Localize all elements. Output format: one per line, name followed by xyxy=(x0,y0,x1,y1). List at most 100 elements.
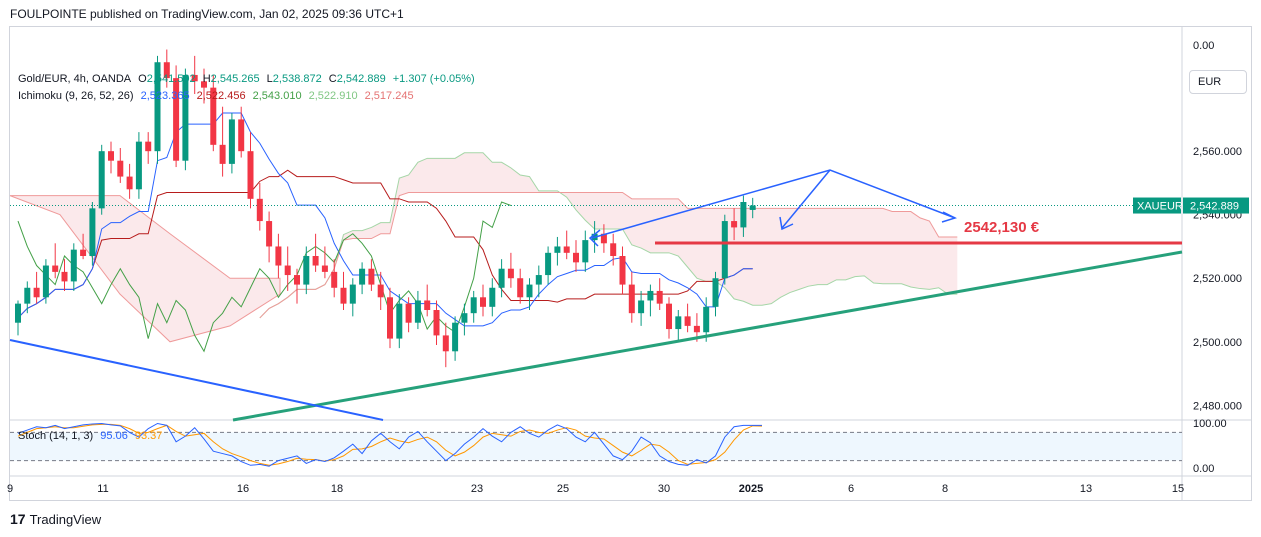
time-tick-label: 23 xyxy=(471,483,483,495)
candle-body xyxy=(703,306,710,333)
stoch-d-line xyxy=(17,423,763,466)
candle-body xyxy=(70,249,77,282)
time-tick-label: 30 xyxy=(658,483,670,495)
candle-body xyxy=(507,268,514,279)
candle-body xyxy=(517,278,524,298)
last-price-tag: 2,542.889 xyxy=(1190,201,1239,213)
candle-body xyxy=(145,141,152,152)
candle-body xyxy=(163,62,170,79)
candle-body xyxy=(108,151,114,161)
arrow-head-left-icon xyxy=(588,229,601,247)
symbol-legend: Gold/EUR, 4h, OANDA O2,541.502 H2,545.26… xyxy=(18,73,479,85)
candle-body xyxy=(535,275,542,285)
price-annotation: 2542,130 € xyxy=(964,219,1040,236)
chart-frame xyxy=(9,26,1252,501)
high-value: 2,545.265 xyxy=(210,73,260,85)
descending-trendline xyxy=(9,339,384,421)
time-tick-label: 15 xyxy=(1172,483,1184,495)
candle-body xyxy=(154,62,161,152)
footer-brand: 17 TradingView xyxy=(10,511,101,527)
candle-body xyxy=(331,271,338,288)
price-tick-label: 0.00 xyxy=(1193,40,1214,52)
time-tick-label: 8 xyxy=(942,483,948,495)
candle-body xyxy=(666,303,672,330)
candle-body xyxy=(498,268,505,288)
candle-body xyxy=(656,290,663,304)
price-tick-label: 2,500.000 xyxy=(1193,337,1242,349)
symbol-name[interactable]: Gold/EUR, 4h, OANDA xyxy=(18,73,132,85)
time-tick-label: 13 xyxy=(1080,483,1092,495)
candle-body xyxy=(452,322,459,352)
candle-body xyxy=(80,249,87,256)
candle-body xyxy=(424,300,431,310)
time-tick-label: 6 xyxy=(848,483,854,495)
candle-body xyxy=(256,198,263,222)
stoch-label[interactable]: Stoch (14, 1, 3) xyxy=(18,430,94,442)
ichimoku-tenkan-line xyxy=(17,112,753,327)
change-value: +1.307 (+0.05%) xyxy=(392,73,475,85)
candle-body xyxy=(712,278,719,307)
candle-body xyxy=(414,300,421,323)
last-price-tag-bg xyxy=(1183,197,1249,214)
time-tick-label: 11 xyxy=(97,483,108,495)
tenkan-value: 2,523.365 xyxy=(140,90,190,102)
ichimoku-cloud-past xyxy=(9,195,281,343)
stoch-tick-label: 100.00 xyxy=(1193,418,1227,430)
candle-body xyxy=(359,268,366,285)
candle-body xyxy=(173,78,180,161)
candle-body xyxy=(461,313,468,323)
candle-body xyxy=(433,310,440,336)
candle-body xyxy=(294,275,300,285)
candle-body xyxy=(647,290,654,301)
candle-body xyxy=(303,256,310,285)
stoch-legend: Stoch (14, 1, 3) 95.06 93.37 xyxy=(18,430,166,442)
open-label: O xyxy=(138,73,147,85)
low-value: 2,538.872 xyxy=(272,73,322,85)
candle-body xyxy=(135,141,142,190)
candle-body xyxy=(247,151,254,199)
candle-body xyxy=(182,74,189,161)
tradingview-logo-icon: 17 xyxy=(10,511,26,527)
arrow-head-right-icon xyxy=(941,211,958,223)
candle-body xyxy=(42,265,49,298)
candle-body xyxy=(582,240,589,263)
candle-body xyxy=(89,208,96,256)
stoch-tick-label: 0.00 xyxy=(1193,463,1214,475)
open-value: 2,541.502 xyxy=(146,73,196,85)
symbol-tag-bg xyxy=(1133,197,1181,214)
candle-body xyxy=(387,297,393,339)
arrow-down-path xyxy=(781,169,831,229)
ichimoku-label[interactable]: Ichimoku (9, 26, 52, 26) xyxy=(18,90,134,102)
candle-body xyxy=(340,287,347,304)
candle-body xyxy=(740,202,747,228)
candle-body xyxy=(368,268,375,285)
candle-body xyxy=(321,265,328,272)
high-label: H xyxy=(202,73,211,85)
ichimoku-cloud xyxy=(259,152,958,318)
candle-body xyxy=(15,303,21,323)
candle-body xyxy=(312,256,319,266)
candle-body xyxy=(693,325,700,333)
stoch-k-line xyxy=(17,422,763,467)
ascending-trendline xyxy=(232,250,1183,422)
candle-body xyxy=(610,243,617,256)
time-tick-label: 25 xyxy=(557,483,569,495)
time-tick-label: 9 xyxy=(7,483,13,495)
candle-body xyxy=(675,316,682,330)
candle-body xyxy=(480,297,486,307)
candle-body xyxy=(98,151,105,209)
candle-body xyxy=(126,176,133,190)
candle-body xyxy=(731,221,738,228)
currency-button[interactable]: EUR xyxy=(1189,70,1247,94)
close-value: 2,542.889 xyxy=(336,73,386,85)
candle-body xyxy=(470,297,477,314)
candle-body xyxy=(24,287,31,304)
symbol-tag: XAUEUR xyxy=(1137,201,1183,213)
candle-body xyxy=(219,144,226,164)
arrow-head-down-icon xyxy=(779,216,794,231)
candle-body xyxy=(749,205,756,210)
candle-body xyxy=(201,81,207,88)
candle-body xyxy=(442,335,449,352)
candle-body xyxy=(238,119,245,152)
